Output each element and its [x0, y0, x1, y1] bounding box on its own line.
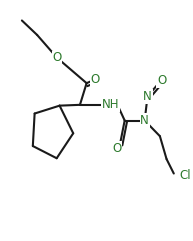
- Text: O: O: [157, 74, 166, 87]
- Text: NH: NH: [102, 98, 119, 111]
- Text: O: O: [113, 142, 122, 155]
- Text: O: O: [91, 73, 100, 86]
- Text: N: N: [143, 90, 152, 103]
- Text: N: N: [140, 114, 149, 127]
- Text: O: O: [52, 51, 62, 64]
- Text: Cl: Cl: [179, 169, 190, 182]
